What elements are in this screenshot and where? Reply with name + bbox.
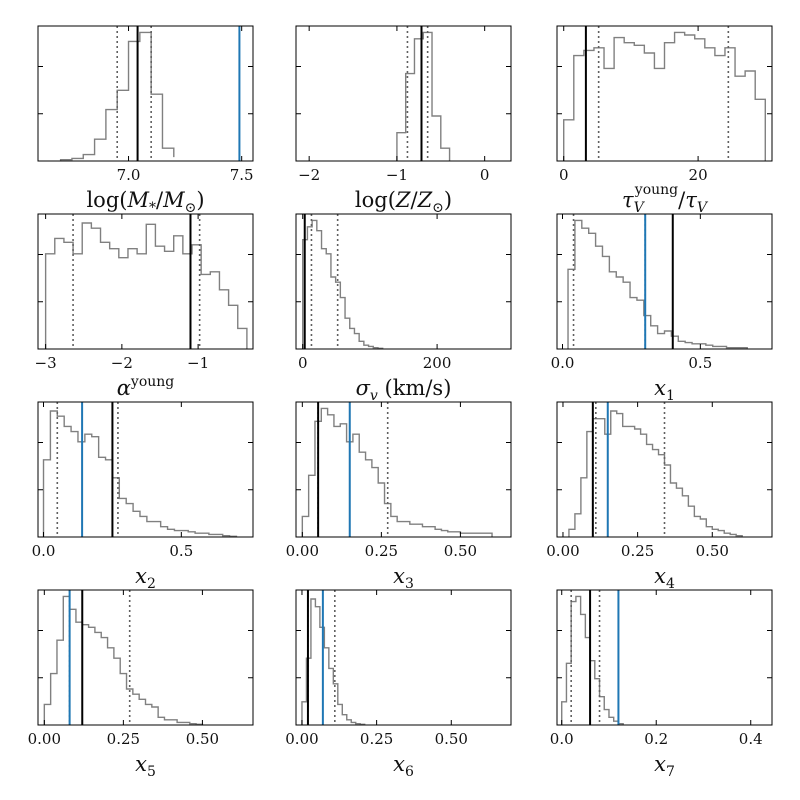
x-tick-label: 0.00 — [285, 730, 318, 748]
histogram-step — [561, 595, 624, 725]
x-tick-label: −3 — [35, 354, 57, 372]
x-tick-label: 0.0 — [32, 542, 56, 560]
x-tick-label: −1 — [386, 166, 408, 184]
x-tick-label: 0.25 — [365, 542, 398, 560]
axes-frame — [295, 589, 512, 726]
x-tick-label: 0.50 — [186, 730, 219, 748]
x-axis-label: x6 — [393, 752, 414, 780]
histogram-panel-6: 0.0 0.5 x1 — [551, 213, 773, 404]
histogram-step — [301, 598, 366, 725]
x-axis-label: τVyoung/τV — [622, 182, 709, 216]
x-axis-label: x1 — [654, 376, 675, 404]
x-tick-label: 0.50 — [444, 542, 477, 560]
histogram-step — [59, 31, 175, 161]
histogram-panel-4: −3 −2 −1 αyoung — [35, 213, 254, 400]
x-tick-label: 0.00 — [286, 542, 319, 560]
x-tick-label: 0 — [559, 166, 569, 184]
x-tick-label: 0.25 — [621, 542, 654, 560]
x-tick-label: 0.25 — [107, 730, 140, 748]
histogram-step — [43, 595, 204, 725]
x-tick-label: −2 — [298, 166, 320, 184]
axes-frame — [295, 401, 512, 538]
x-tick-label: 7.5 — [230, 166, 254, 184]
x-tick-label: 0.00 — [28, 730, 61, 748]
histogram-step — [302, 219, 384, 349]
axes-frame — [37, 213, 254, 350]
x-axis-label: x2 — [135, 564, 156, 592]
x-tick-label: 0 — [298, 354, 308, 372]
axes-frame — [37, 401, 254, 538]
x-tick-label: 0 — [480, 166, 490, 184]
histogram-panel-9: 0.00 0.25 0.50 x4 — [546, 401, 773, 592]
histogram-step — [44, 222, 248, 349]
x-tick-label: 200 — [423, 354, 452, 372]
axes-frame — [295, 213, 512, 350]
histogram-step — [396, 31, 451, 161]
x-tick-label: 0.00 — [546, 542, 579, 560]
x-tick-label: 0.5 — [169, 542, 193, 560]
axes-frame — [295, 25, 512, 162]
x-tick-label: 20 — [689, 166, 708, 184]
x-tick-label: 0.2 — [644, 730, 668, 748]
x-axis-label: αyoung — [117, 374, 175, 400]
axes-frame — [556, 401, 773, 538]
x-axis-label: x3 — [393, 564, 414, 592]
axes-frame — [556, 25, 773, 162]
histogram-panel-2: −2 −1 0 log(Z/Z⊙) — [295, 25, 512, 216]
x-tick-label: 0.0 — [551, 354, 575, 372]
axes-frame — [37, 25, 254, 162]
x-tick-label: −1 — [187, 354, 209, 372]
x-axis-label: x5 — [135, 752, 156, 780]
x-axis-label: log(Z/Z⊙) — [355, 188, 452, 216]
histogram-step — [568, 410, 743, 537]
histogram-panel-1: 7.0 7.5 log(M*/M⊙) — [37, 25, 254, 216]
x-axis-label: x4 — [654, 564, 675, 592]
x-tick-label: −2 — [111, 354, 133, 372]
x-axis-label: log(M*/M⊙) — [86, 188, 204, 216]
x-tick-label: 7.0 — [117, 166, 141, 184]
x-axis-label: x7 — [654, 752, 675, 780]
histogram-panel-5: 0 200 σv (km/s) — [295, 213, 512, 404]
x-tick-label: 0.0 — [550, 730, 574, 748]
x-tick-label: 0.50 — [696, 542, 729, 560]
axes-frame — [37, 589, 254, 726]
histogram-step — [42, 410, 238, 537]
x-tick-label: 0.50 — [435, 730, 468, 748]
histogram-step — [563, 31, 766, 161]
histogram-step — [567, 219, 748, 349]
histogram-panel-12: 0.0 0.2 0.4 x7 — [550, 589, 773, 780]
x-axis-label: σv (km/s) — [356, 376, 452, 404]
histogram-panel-10: 0.00 0.25 0.50 x5 — [28, 589, 254, 780]
x-tick-label: 0.25 — [360, 730, 393, 748]
histogram-panel-7: 0.0 0.5 x2 — [32, 401, 254, 592]
axes-frame — [556, 589, 773, 726]
histogram-panel-11: 0.00 0.25 0.50 x6 — [285, 589, 512, 780]
histogram-panel-8: 0.00 0.25 0.50 x3 — [286, 401, 512, 592]
x-tick-label: 0.4 — [739, 730, 763, 748]
x-tick-label: 0.5 — [688, 354, 712, 372]
histogram-step — [301, 407, 493, 537]
axes-frame — [556, 213, 773, 350]
